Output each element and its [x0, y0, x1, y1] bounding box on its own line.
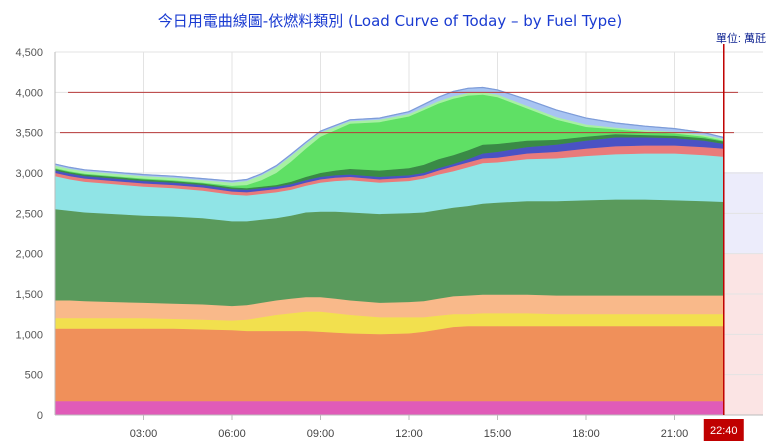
series-area-11	[55, 92, 724, 186]
series-area-10	[55, 94, 724, 189]
x-tick-label: 15:00	[484, 428, 512, 440]
series-area-8	[55, 137, 724, 193]
y-tick-label: 1,500	[15, 289, 43, 301]
series-area-3	[55, 311, 724, 335]
series-area-12	[55, 87, 724, 183]
y-tick-label: 500	[25, 370, 43, 382]
x-tick-label: 21:00	[661, 428, 689, 440]
series-area-2	[55, 326, 724, 402]
y-tick-label: 0	[37, 410, 43, 422]
x-tick-label: 03:00	[130, 428, 158, 440]
y-tick-label: 4,500	[15, 47, 43, 59]
y-tick-label: 4,000	[15, 87, 43, 99]
current-time-badge	[703, 419, 744, 441]
y-tick-label: 3,500	[15, 128, 43, 140]
total-load-line	[54, 86, 724, 182]
series-area-4	[55, 294, 724, 321]
x-tick-label: 18:00	[572, 428, 600, 440]
y-tick-label: 3,000	[15, 168, 43, 180]
area-layer	[54, 86, 724, 415]
y-tick-label: 2,000	[15, 249, 43, 261]
y-tick-label: 2,500	[15, 208, 43, 220]
x-tick-label: 12:00	[395, 428, 423, 440]
y-tick-label: 1,000	[15, 329, 43, 341]
unit-label: 單位: 萬瓩	[715, 33, 766, 45]
current-time-label: 22:40	[710, 425, 738, 437]
current-time-marker: 22:40	[703, 44, 744, 441]
series-area-1	[55, 401, 724, 415]
reference-lines	[60, 91, 738, 134]
series-area-7	[55, 145, 724, 196]
axis-layer: 0 500 1,000 1,500 2,000 2,500 3,000 3,500 4,000 4…	[15, 47, 763, 440]
series-area-5	[55, 199, 724, 307]
series-area-6	[55, 153, 724, 222]
chart-title: 今日用電曲線圖-依燃料類別 (Load Curve of Today – by …	[157, 12, 623, 30]
x-tick-label: 06:00	[218, 428, 246, 440]
x-tick-label: 09:00	[307, 428, 335, 440]
